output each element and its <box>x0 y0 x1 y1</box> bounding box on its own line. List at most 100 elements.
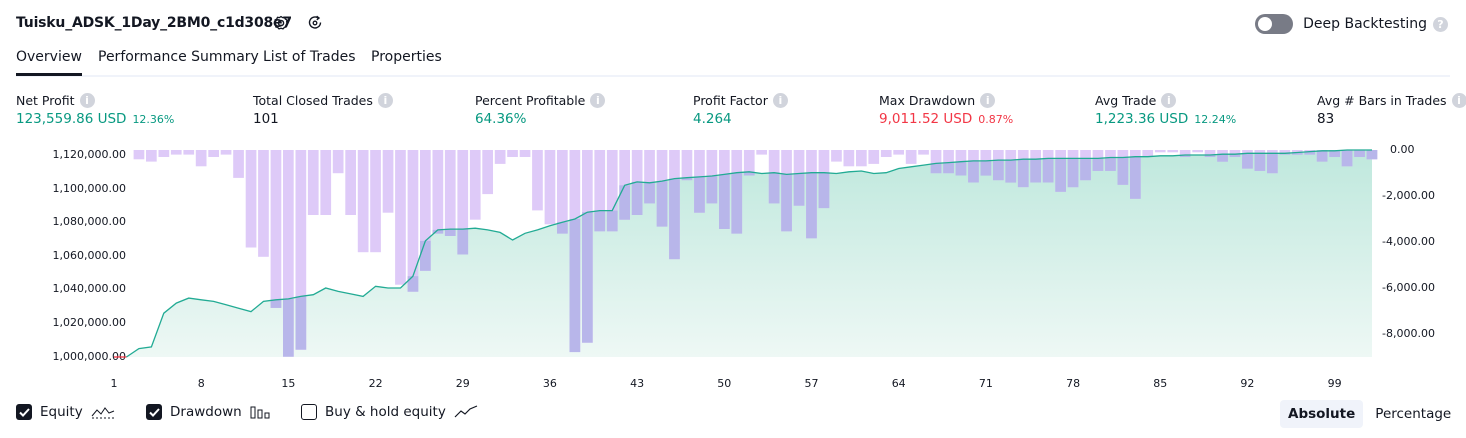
drawdown-bar[interactable] <box>1167 150 1179 153</box>
drawdown-bar[interactable] <box>407 150 419 292</box>
drawdown-bar[interactable] <box>457 150 469 255</box>
absolute-button[interactable]: Absolute <box>1280 400 1364 428</box>
legend-buy-hold[interactable]: Buy & hold equity <box>301 404 478 420</box>
drawdown-bar[interactable] <box>245 150 257 248</box>
drawdown-bar[interactable] <box>1267 150 1278 174</box>
drawdown-bar[interactable] <box>1105 150 1116 171</box>
buy-hold-checkbox[interactable] <box>301 404 317 420</box>
drawdown-bar[interactable] <box>519 150 531 157</box>
drawdown-bar[interactable] <box>818 150 830 209</box>
drawdown-bar[interactable] <box>1192 150 1203 153</box>
drawdown-bar[interactable] <box>1042 150 1054 183</box>
drawdown-bar[interactable] <box>694 150 705 213</box>
drawdown-bar[interactable] <box>1291 150 1303 155</box>
drawdown-bar[interactable] <box>208 150 219 157</box>
drawdown-bar[interactable] <box>382 150 394 213</box>
drawdown-bar[interactable] <box>1229 150 1241 157</box>
drawdown-bar[interactable] <box>1142 150 1154 157</box>
drawdown-bar[interactable] <box>1254 150 1266 171</box>
info-icon[interactable]: i <box>590 93 606 108</box>
drawdown-bar[interactable] <box>220 150 232 155</box>
drawdown-bar[interactable] <box>681 150 693 181</box>
drawdown-bar[interactable] <box>793 150 805 206</box>
drawdown-bar[interactable] <box>644 150 655 204</box>
drawdown-bar[interactable] <box>1304 150 1316 155</box>
legend-drawdown[interactable]: Drawdown <box>146 404 270 420</box>
drawdown-bar[interactable] <box>1329 150 1340 157</box>
drawdown-bar[interactable] <box>930 150 942 174</box>
tab-performance-summary[interactable]: Performance Summary <box>98 49 259 65</box>
drawdown-bar[interactable] <box>444 150 456 236</box>
tab-overview[interactable]: Overview <box>16 49 82 76</box>
drawdown-bar[interactable] <box>706 150 718 204</box>
drawdown-bar[interactable] <box>768 150 780 204</box>
drawdown-bar[interactable] <box>955 150 967 176</box>
drawdown-bar[interactable] <box>1067 150 1079 188</box>
help-icon[interactable]: ? <box>1433 16 1448 32</box>
drawdown-bar[interactable] <box>158 150 170 157</box>
drawdown-bar[interactable] <box>606 150 618 232</box>
drawdown-bar[interactable] <box>233 150 244 178</box>
drawdown-bar[interactable] <box>1030 150 1041 183</box>
info-icon[interactable]: i <box>980 93 996 108</box>
drawdown-bar[interactable] <box>594 150 606 232</box>
info-icon[interactable]: i <box>1451 93 1466 108</box>
drawdown-bar[interactable] <box>183 150 195 155</box>
drawdown-bar[interactable] <box>1130 150 1141 199</box>
drawdown-bar[interactable] <box>1366 150 1378 160</box>
tab-list-of-trades[interactable]: List of Trades <box>263 49 356 65</box>
drawdown-bar[interactable] <box>295 150 307 350</box>
drawdown-bar[interactable] <box>943 150 954 174</box>
drawdown-bar[interactable] <box>332 150 344 174</box>
drawdown-bar[interactable] <box>557 150 568 234</box>
drawdown-bar[interactable] <box>719 150 730 229</box>
drawdown-bar[interactable] <box>420 150 431 271</box>
info-icon[interactable]: i <box>79 93 95 108</box>
info-icon[interactable]: i <box>772 93 788 108</box>
drawdown-bar[interactable] <box>980 150 992 176</box>
drawdown-bar[interactable] <box>1242 150 1253 169</box>
drawdown-bar[interactable] <box>507 150 518 157</box>
drawdown-bar[interactable] <box>918 150 929 155</box>
drawdown-bar[interactable] <box>1316 150 1328 162</box>
drawdown-bar[interactable] <box>1341 150 1353 167</box>
drawdown-bar[interactable] <box>731 150 743 234</box>
drawdown-bar[interactable] <box>582 150 593 343</box>
tab-properties[interactable]: Properties <box>371 49 442 65</box>
drawdown-bar[interactable] <box>1154 150 1166 153</box>
drawdown-bar[interactable] <box>283 150 294 357</box>
drawdown-bar[interactable] <box>631 150 643 215</box>
drawdown-bar[interactable] <box>1055 150 1066 192</box>
drawdown-bar[interactable] <box>831 150 842 162</box>
drawdown-bar[interactable] <box>1179 150 1191 157</box>
drawdown-bar[interactable] <box>357 150 369 253</box>
drawdown-bar[interactable] <box>482 150 493 195</box>
drawdown-bar[interactable] <box>469 150 481 220</box>
drawdown-bar[interactable] <box>1117 150 1129 185</box>
drawdown-bar[interactable] <box>1204 150 1216 157</box>
drawdown-bar[interactable] <box>968 150 979 183</box>
drawdown-bar[interactable] <box>1217 150 1228 162</box>
info-icon[interactable]: i <box>377 93 393 108</box>
drawdown-bar[interactable] <box>781 150 792 232</box>
drawdown-bar[interactable] <box>494 150 506 164</box>
drawdown-bar[interactable] <box>905 150 917 164</box>
drawdown-bar[interactable] <box>993 150 1004 181</box>
info-icon[interactable]: i <box>1161 93 1177 108</box>
drawdown-bar[interactable] <box>146 150 157 162</box>
drawdown-bar[interactable] <box>170 150 182 155</box>
drawdown-bar[interactable] <box>532 150 543 211</box>
drawdown-bar[interactable] <box>1279 150 1291 155</box>
drawdown-bar[interactable] <box>893 150 904 155</box>
drawdown-bar[interactable] <box>843 150 855 167</box>
drawdown-bar[interactable] <box>656 150 668 227</box>
percentage-button[interactable]: Percentage <box>1375 406 1452 422</box>
drawdown-bar[interactable] <box>270 150 282 308</box>
drawdown-bar[interactable] <box>569 150 581 352</box>
drawdown-bar[interactable] <box>307 150 319 215</box>
drawdown-bar[interactable] <box>1017 150 1029 188</box>
drawdown-checkbox[interactable] <box>146 404 162 420</box>
drawdown-bar[interactable] <box>544 150 556 225</box>
refresh-settings-icon[interactable] <box>306 14 324 32</box>
drawdown-bar[interactable] <box>258 150 269 257</box>
